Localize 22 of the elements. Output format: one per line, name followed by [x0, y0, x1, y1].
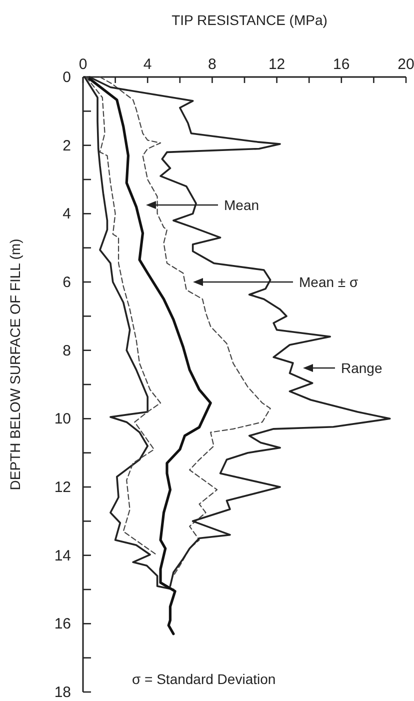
x-tick-label: 8	[208, 56, 216, 73]
x-tick-label: 12	[268, 56, 286, 73]
y-tick-label: 14	[54, 547, 71, 564]
y-tick-label: 12	[54, 479, 71, 496]
annotation: Range	[341, 360, 382, 376]
y-tick-label: 18	[54, 684, 71, 701]
x-tick-label: 20	[398, 56, 414, 73]
y-tick-label: 16	[54, 616, 71, 633]
x-tick-label: 0	[78, 56, 88, 73]
y-tick-label: 2	[62, 137, 71, 154]
y-tick-label: 10	[54, 410, 71, 428]
y-tick-label: 8	[62, 342, 71, 360]
x-axis-title: TIP RESISTANCE (MPa)	[172, 12, 328, 28]
annotation: Mean	[224, 197, 260, 213]
annotation: σ = Standard Deviation	[132, 671, 276, 687]
x-tick-label: 4	[143, 56, 152, 73]
y-axis-title: DEPTH BELOW SURFACE OF FILL (m)	[7, 238, 23, 490]
annotation: Mean ± σ	[299, 274, 358, 290]
x-tick-label: 16	[333, 56, 350, 73]
y-tick-label: 6	[62, 274, 71, 291]
y-tick-label: 4	[62, 206, 71, 223]
y-tick-label: 0	[62, 69, 71, 86]
